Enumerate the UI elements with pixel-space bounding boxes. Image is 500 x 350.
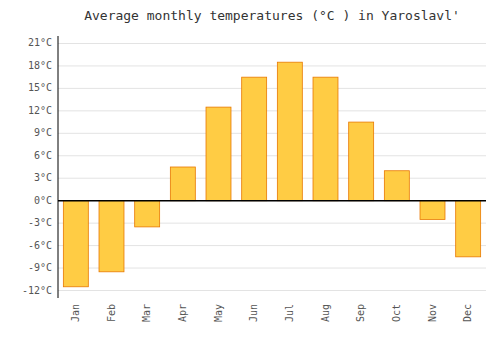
y-tick-label: 0°C (34, 195, 52, 206)
bars (63, 62, 480, 287)
grid-line (58, 178, 486, 179)
y-tick-label: 9°C (34, 127, 52, 138)
grid-line (58, 43, 486, 44)
bar (206, 107, 231, 201)
chart: Average monthly temperatures (°C ) in Ya… (0, 0, 500, 350)
bar (420, 201, 445, 220)
bar (99, 201, 124, 272)
y-tick-label: 18°C (28, 60, 52, 71)
y-tick-label: 3°C (34, 172, 52, 183)
x-tick-label: May (213, 304, 224, 322)
x-ticks: Jan Feb Mar Apr May Jun Jul Aug Sep Oct Nov Dec (70, 304, 473, 322)
bar (63, 201, 88, 287)
bar (242, 77, 267, 201)
grid-line (58, 88, 486, 89)
y-ticks: -12°C -9°C -6°C -3°C 0°C 3°C 6°C 9°C 12°C 15°C 18°… (22, 37, 52, 295)
grid-line (58, 290, 486, 291)
title: Average monthly temperatures (°C ) in Ya… (84, 8, 460, 23)
bar (456, 201, 481, 257)
y-tick-label: 21°C (28, 37, 52, 48)
bar (384, 171, 409, 201)
grid (58, 43, 486, 290)
y-tick-label: -3°C (28, 217, 52, 228)
chart-container: Average monthly temperatures (°C ) in Ya… (0, 0, 500, 350)
zero-line (58, 200, 486, 202)
bar (313, 77, 338, 201)
x-tick-label: Sep (355, 304, 366, 322)
y-tick-label: -6°C (28, 240, 52, 251)
grid-line (58, 155, 486, 156)
grid-line (58, 200, 486, 201)
x-tick-label: Jan (70, 304, 81, 322)
x-tick-label: Oct (391, 304, 402, 322)
y-tick-label: -9°C (28, 262, 52, 273)
bar (135, 201, 160, 227)
x-tick-label: Apr (177, 304, 188, 322)
grid-line (58, 110, 486, 111)
x-tick-label: Dec (462, 304, 473, 322)
x-tick-label: Jun (248, 304, 259, 322)
y-tick-label: 6°C (34, 150, 52, 161)
x-tick-label: Aug (320, 304, 331, 322)
bar (277, 62, 302, 200)
y-axis-line (58, 36, 59, 298)
y-tick-label: 15°C (28, 82, 52, 93)
grid-line (58, 65, 486, 66)
bar (349, 122, 374, 201)
x-tick-label: Feb (106, 304, 117, 322)
x-tick-label: Mar (141, 304, 152, 322)
x-tick-label: Nov (427, 304, 438, 322)
bar (170, 167, 195, 201)
y-tick-label: -12°C (22, 285, 52, 296)
grid-line (58, 133, 486, 134)
x-tick-label: Jul (284, 304, 295, 322)
y-tick-label: 12°C (28, 105, 52, 116)
